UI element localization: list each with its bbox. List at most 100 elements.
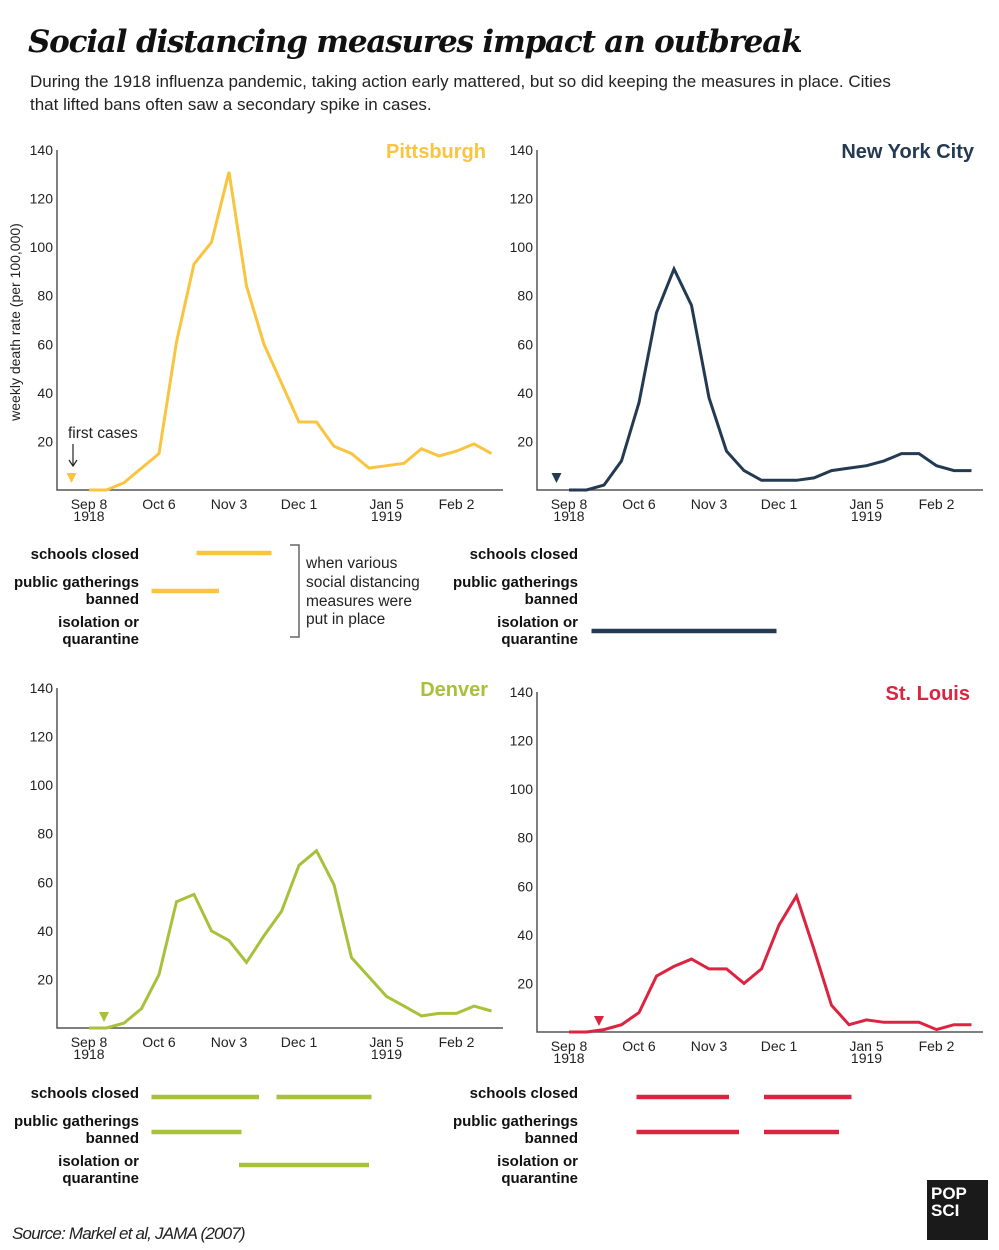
x-tick-year: 1919: [851, 1050, 882, 1066]
y-tick-label: 60: [37, 336, 53, 352]
measure-row-label: isolation or: [58, 614, 139, 631]
x-tick-label: Sep 8: [551, 1038, 588, 1054]
bracket-note-line: put in place: [306, 611, 385, 628]
x-tick-label: Oct 6: [622, 1038, 656, 1054]
x-tick-label: Jan 5: [849, 496, 883, 512]
x-tick-year: 1919: [371, 508, 402, 524]
x-tick-label: Feb 2: [439, 496, 475, 512]
x-tick-label: Dec 1: [281, 1034, 318, 1050]
x-tick-label: Nov 3: [211, 1034, 248, 1050]
x-tick-year: 1918: [73, 1046, 104, 1062]
x-tick-label: Sep 8: [551, 496, 588, 512]
city-title: Denver: [420, 679, 488, 701]
measure-row-label: banned: [525, 1130, 578, 1147]
y-tick-label: 80: [37, 826, 53, 842]
x-tick-label: Feb 2: [919, 496, 955, 512]
y-tick-label: 20: [517, 975, 533, 991]
y-tick-label: 80: [517, 288, 533, 304]
y-tick-label: 140: [510, 142, 534, 158]
y-tick-label: 140: [30, 142, 54, 158]
x-tick-label: Jan 5: [849, 1038, 883, 1054]
first-cases-annotation: first cases: [68, 425, 138, 442]
measure-row-label: schools closed: [31, 1085, 139, 1102]
measure-row-label: banned: [525, 591, 578, 608]
y-tick-label: 120: [510, 191, 534, 207]
city-title: Pittsburgh: [386, 141, 486, 163]
bracket-note-line: measures were: [306, 593, 412, 610]
subtitle-line-1: During the 1918 influenza pandemic, taki…: [30, 72, 891, 91]
x-tick-label: Sep 8: [71, 1034, 108, 1050]
y-tick-label: 120: [510, 733, 534, 749]
measure-row-label: public gatherings: [453, 574, 578, 591]
source-note: Source: Markel et al, JAMA (2007): [12, 1224, 245, 1243]
city-title: New York City: [841, 141, 975, 163]
y-tick-label: 100: [510, 239, 534, 255]
x-tick-year: 1919: [851, 508, 882, 524]
axis-lines: [536, 692, 983, 1033]
y-tick-label: 120: [30, 729, 54, 745]
x-tick-label: Dec 1: [761, 496, 798, 512]
y-tick-label: 40: [37, 385, 53, 401]
y-tick-label: 40: [517, 927, 533, 943]
x-tick-year: 1918: [553, 1050, 584, 1066]
first-cases-marker-icon: [551, 473, 562, 483]
measure-row-label: schools closed: [470, 1085, 578, 1102]
x-tick-label: Dec 1: [761, 1038, 798, 1054]
y-tick-label: 80: [37, 288, 53, 304]
subtitle-line-2: that lifted bans often saw a secondary s…: [30, 95, 432, 114]
bracket-note-line: when various: [305, 555, 398, 572]
x-tick-label: Feb 2: [439, 1034, 475, 1050]
measure-row-label: public gatherings: [453, 1113, 578, 1130]
bracket-note-line: social distancing: [306, 574, 420, 591]
x-tick-label: Jan 5: [369, 496, 403, 512]
series-line: [569, 265, 972, 492]
x-tick-year: 1919: [371, 1046, 402, 1062]
measure-row-label: schools closed: [470, 546, 578, 563]
x-tick-year: 1918: [73, 508, 104, 524]
x-tick-label: Feb 2: [919, 1038, 955, 1054]
x-tick-year: 1918: [553, 508, 584, 524]
y-tick-label: 60: [37, 874, 53, 890]
city-title: St. Louis: [886, 683, 970, 705]
y-tick-label: 60: [517, 336, 533, 352]
y-tick-label: 100: [30, 777, 54, 793]
y-tick-label: 120: [30, 191, 54, 207]
popsci-logo: POP SCI: [927, 1180, 988, 1240]
svg-text:SCI: SCI: [931, 1201, 959, 1220]
first-cases-marker-icon: [99, 1012, 109, 1022]
measure-row-label: isolation or: [497, 1153, 578, 1170]
x-tick-label: Dec 1: [281, 496, 318, 512]
y-tick-label: 60: [517, 878, 533, 894]
measure-row-label: quarantine: [501, 631, 578, 648]
y-tick-label: 80: [517, 830, 533, 846]
x-tick-label: Jan 5: [369, 1034, 403, 1050]
y-tick-label: 40: [37, 923, 53, 939]
x-tick-label: Sep 8: [71, 496, 108, 512]
y-tick-label: 140: [510, 684, 534, 700]
first-cases-marker-icon: [66, 473, 77, 483]
x-tick-label: Oct 6: [622, 496, 656, 512]
down-arrow-icon: [68, 444, 78, 468]
measure-row-label: banned: [86, 591, 139, 608]
x-tick-label: Oct 6: [142, 496, 176, 512]
axis-lines: [536, 150, 983, 491]
y-tick-label: 140: [30, 680, 54, 696]
measure-row-label: quarantine: [62, 1170, 139, 1187]
first-cases-marker-icon: [594, 1016, 604, 1026]
measure-row-label: public gatherings: [14, 574, 139, 591]
series-line: [89, 848, 492, 1030]
measure-row-label: banned: [86, 1130, 139, 1147]
y-tick-label: 20: [37, 971, 53, 987]
series-line: [569, 892, 972, 1034]
svg-text:POP: POP: [931, 1184, 967, 1203]
y-tick-label: 100: [510, 781, 534, 797]
y-axis-label: weekly death rate (per 100,000): [7, 223, 23, 422]
x-tick-label: Nov 3: [691, 496, 728, 512]
axis-lines: [56, 688, 503, 1029]
page-title: Social distancing measures impact an out…: [28, 24, 802, 60]
x-tick-label: Oct 6: [142, 1034, 176, 1050]
